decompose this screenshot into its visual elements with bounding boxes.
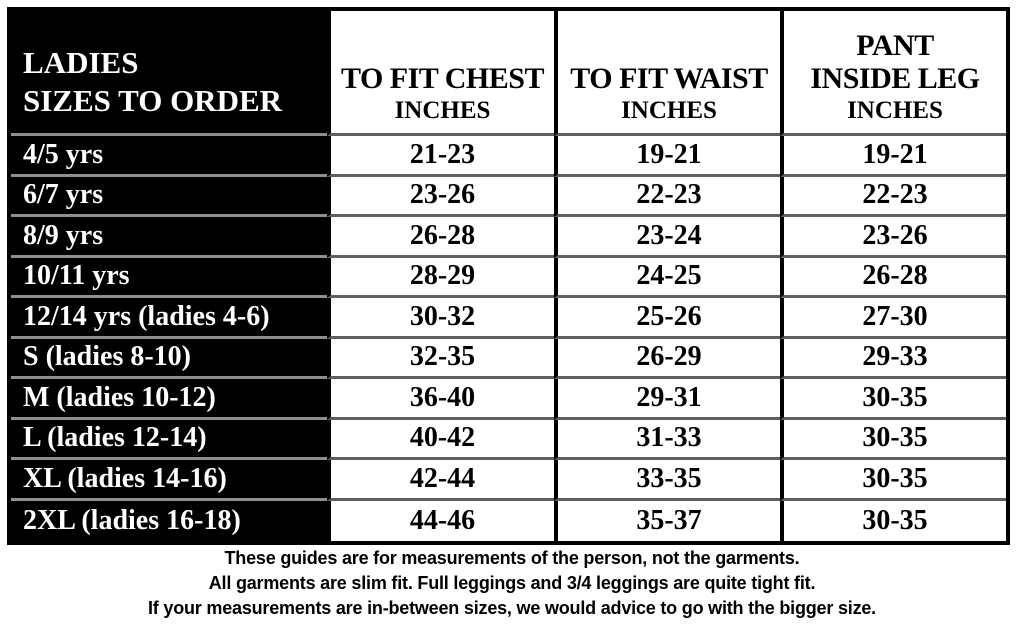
size-cell: 2XL (ladies 16-18) <box>11 500 327 541</box>
header-cell-chest: TO FIT CHEST INCHES <box>327 11 554 136</box>
chest-cell: 26-28 <box>327 217 554 258</box>
size-chart-table: LADIES SIZES TO ORDER TO FIT CHEST INCHE… <box>7 7 1010 545</box>
header-waist-label: TO FIT WAIST <box>570 61 768 95</box>
size-cell: 4/5 yrs <box>11 136 327 177</box>
waist-cell: 22-23 <box>554 176 780 217</box>
header-leg-unit: INCHES <box>847 97 943 124</box>
chest-cell: 32-35 <box>327 338 554 379</box>
waist-cell: 23-24 <box>554 217 780 258</box>
chest-cell: 23-26 <box>327 176 554 217</box>
footer-note-bigger-size: If your measurements are in-between size… <box>148 598 876 618</box>
leg-cell: 23-26 <box>780 217 1006 258</box>
header-sizes-line1: LADIES <box>23 44 139 80</box>
header-waist-unit: INCHES <box>621 97 717 124</box>
leg-cell: 22-23 <box>780 176 1006 217</box>
waist-cell: 24-25 <box>554 257 780 298</box>
header-sizes-line2: SIZES TO ORDER <box>23 83 283 119</box>
waist-cell: 31-33 <box>554 419 780 460</box>
waist-cell: 29-31 <box>554 379 780 420</box>
chest-cell: 21-23 <box>327 136 554 177</box>
waist-cell: 26-29 <box>554 338 780 379</box>
leg-cell: 27-30 <box>780 298 1006 339</box>
waist-cell: 35-37 <box>554 500 780 541</box>
footer-notes: These guides are for measurements of the… <box>0 546 1024 621</box>
size-cell: 12/14 yrs (ladies 4-6) <box>11 298 327 339</box>
chest-cell: 30-32 <box>327 298 554 339</box>
header-leg-line1: PANT <box>856 29 934 63</box>
chest-cell: 44-46 <box>327 500 554 541</box>
size-cell: XL (ladies 14-16) <box>11 460 327 501</box>
leg-cell: 19-21 <box>780 136 1006 177</box>
size-cell: M (ladies 10-12) <box>11 379 327 420</box>
footer-note-measurements: These guides are for measurements of the… <box>224 548 800 568</box>
chest-cell: 40-42 <box>327 419 554 460</box>
header-leg-line2: INSIDE LEG <box>810 61 980 95</box>
chest-cell: 28-29 <box>327 257 554 298</box>
size-cell: 10/11 yrs <box>11 257 327 298</box>
size-cell: 6/7 yrs <box>11 176 327 217</box>
leg-cell: 29-33 <box>780 338 1006 379</box>
leg-cell: 30-35 <box>780 500 1006 541</box>
header-chest-unit: INCHES <box>394 97 491 124</box>
header-chest-label: TO FIT CHEST <box>341 61 544 95</box>
size-cell: 8/9 yrs <box>11 217 327 258</box>
chest-cell: 42-44 <box>327 460 554 501</box>
waist-cell: 33-35 <box>554 460 780 501</box>
waist-cell: 25-26 <box>554 298 780 339</box>
leg-cell: 30-35 <box>780 460 1006 501</box>
leg-cell: 26-28 <box>780 257 1006 298</box>
chest-cell: 36-40 <box>327 379 554 420</box>
header-cell-inside-leg: PANT INSIDE LEG INCHES <box>780 11 1006 136</box>
header-cell-waist: TO FIT WAIST INCHES <box>554 11 780 136</box>
leg-cell: 30-35 <box>780 379 1006 420</box>
size-cell: L (ladies 12-14) <box>11 419 327 460</box>
leg-cell: 30-35 <box>780 419 1006 460</box>
size-cell: S (ladies 8-10) <box>11 338 327 379</box>
footer-note-slim-fit: All garments are slim fit. Full leggings… <box>208 573 816 593</box>
waist-cell: 19-21 <box>554 136 780 177</box>
header-cell-sizes: LADIES SIZES TO ORDER <box>11 11 327 136</box>
